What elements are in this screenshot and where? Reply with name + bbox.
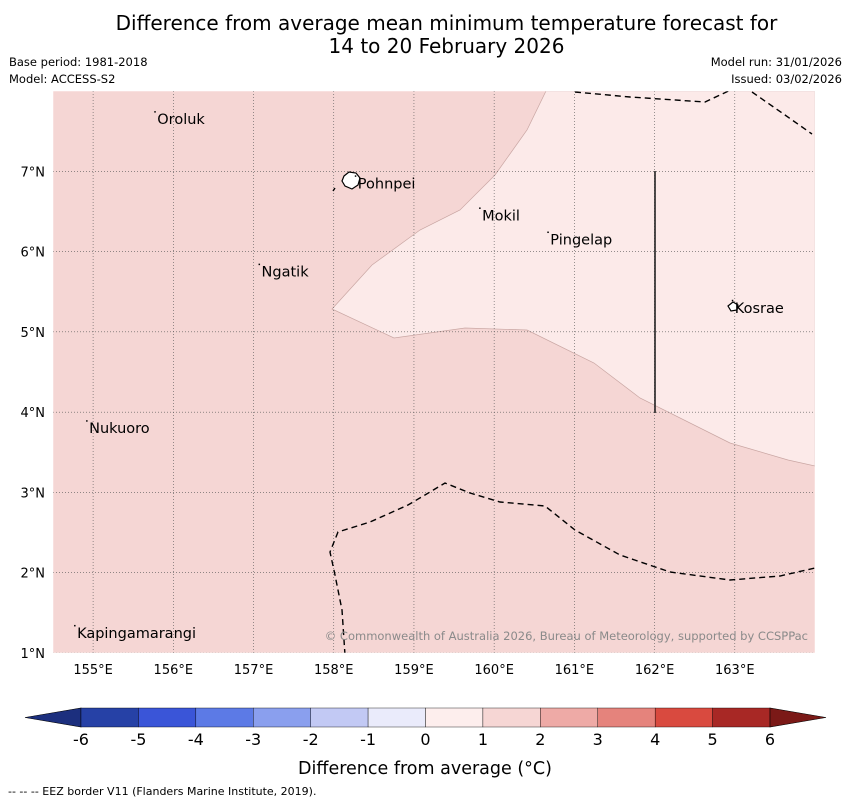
colorbar-tick-labels: -6 -5 -4 -3 -2 -1 0 1 2 3 4 5 6: [73, 730, 775, 749]
colorbar-over-extension: [769, 707, 827, 728]
lat-tick-label: 5°N: [21, 326, 46, 341]
lon-tick-label: 160°E: [474, 663, 514, 678]
colorbar-tick: -5: [130, 730, 146, 749]
colorbar-tick: 6: [765, 730, 775, 749]
place-label-kapingamarangi: Kapingamarangi: [77, 626, 196, 642]
colorbar-tick: 4: [650, 730, 660, 749]
place-labels: Oroluk Pohnpei Mokil Pingelap Ngatik Kosrae Nu…: [74, 111, 784, 642]
place-label-ngatik: Ngatik: [262, 265, 310, 281]
eez-borders: [329, 91, 815, 653]
lat-tick-label: 1°N: [21, 647, 46, 662]
eez-border-stub: [332, 187, 336, 192]
gridlines: [53, 91, 815, 653]
place-marker-nukuoro: [86, 420, 88, 422]
copyright-text: © Commonwealth of Australia 2026, Bureau…: [325, 629, 808, 643]
colorbar-segment: [425, 707, 484, 728]
meta-right: Model run: 31/01/2026 Issued: 03/02/2026: [711, 54, 842, 88]
lat-tick-label: 3°N: [21, 486, 46, 501]
region-0-to-1: [331, 91, 815, 467]
colorbar-tick: 5: [707, 730, 717, 749]
place-label-oroluk: Oroluk: [157, 112, 205, 128]
lat-tick-label: 2°N: [21, 567, 46, 582]
place-marker-oroluk: [154, 111, 156, 113]
colorbar-segment: [540, 707, 598, 728]
eez-legend-note: -- -- -- EEZ border V11 (Flanders Marine…: [8, 785, 317, 798]
colorbar-tick: -6: [73, 730, 89, 749]
map-frame: [52, 90, 816, 654]
place-marker-ngatik: [258, 263, 261, 266]
place-marker-pohnpei: [354, 175, 357, 177]
colorbar-segment: [712, 707, 771, 728]
lon-tick-label: 158°E: [314, 663, 354, 678]
colorbar-segment: [138, 707, 197, 728]
place-marker-kapingamarangi: [74, 624, 76, 627]
lat-tick-label: 7°N: [21, 165, 46, 180]
base-period: Base period: 1981-2018: [9, 55, 148, 69]
lat-tick-label: 4°N: [21, 406, 46, 421]
place-marker-mokil: [479, 207, 481, 209]
colorbar-tick: 0: [420, 730, 430, 749]
lon-tick-label: 162°E: [635, 663, 675, 678]
colorbar-segment: [310, 707, 369, 728]
colorbar-segment: [482, 707, 541, 728]
eez-border-south: [329, 482, 815, 653]
colorbar-tick: 3: [593, 730, 603, 749]
colorbar-tick: -3: [245, 730, 261, 749]
colorbar-segment: [80, 707, 139, 728]
lon-tick-label: 161°E: [555, 663, 595, 678]
lon-tick-label: 163°E: [715, 663, 755, 678]
lon-tick-label: 155°E: [73, 663, 113, 678]
colorbar-tick: -2: [303, 730, 319, 749]
colorbar-tick: -4: [188, 730, 204, 749]
chart-title: Difference from average mean minimum tem…: [0, 12, 850, 58]
colorbar-segment: [654, 707, 713, 728]
place-label-kosrae: Kosrae: [735, 301, 784, 317]
colorbar-segment: [367, 707, 426, 728]
place-label-pohnpei: Pohnpei: [358, 176, 416, 192]
meta-left: Base period: 1981-2018 Model: ACCESS-S2: [9, 54, 148, 88]
place-label-nukuoro: Nukuoro: [89, 421, 150, 437]
colorbar-under-extension: [24, 707, 82, 728]
issued-date: Issued: 03/02/2026: [731, 72, 842, 86]
title-line-2: 14 to 20 February 2026: [328, 34, 565, 58]
longitude-tick-labels: 155°E 156°E 157°E 158°E 159°E 160°E 161°E 162°E…: [73, 663, 754, 678]
colorbar-tick: 2: [535, 730, 545, 749]
place-marker-pingelap: [547, 231, 549, 234]
colorbar-segment: [195, 707, 254, 728]
lon-tick-label: 157°E: [234, 663, 274, 678]
place-label-mokil: Mokil: [482, 208, 520, 224]
model-run: Model run: 31/01/2026: [710, 55, 842, 69]
colorbar-tick: -1: [360, 730, 376, 749]
colorbar: [24, 707, 827, 728]
colorbar-segment: [597, 707, 656, 728]
colorbar-tick: 1: [478, 730, 488, 749]
lat-tick-label: 6°N: [21, 246, 46, 261]
place-label-pingelap: Pingelap: [550, 233, 612, 249]
map-panel: [53, 91, 815, 653]
title-line-1: Difference from average mean minimum tem…: [115, 11, 778, 35]
lon-tick-label: 156°E: [154, 663, 194, 678]
eez-border-northeast: [751, 91, 813, 135]
colorbar-label: Difference from average (°C): [298, 759, 552, 779]
colorbar-segment: [253, 707, 311, 728]
place-marker-kosrae: [731, 299, 734, 302]
eez-border-north: [574, 91, 731, 103]
kosrae-island: [727, 301, 739, 312]
latitude-tick-labels: 1°N 2°N 3°N 4°N 5°N 6°N 7°N: [21, 165, 46, 662]
lon-tick-label: 159°E: [394, 663, 434, 678]
model-name: Model: ACCESS-S2: [9, 72, 116, 86]
